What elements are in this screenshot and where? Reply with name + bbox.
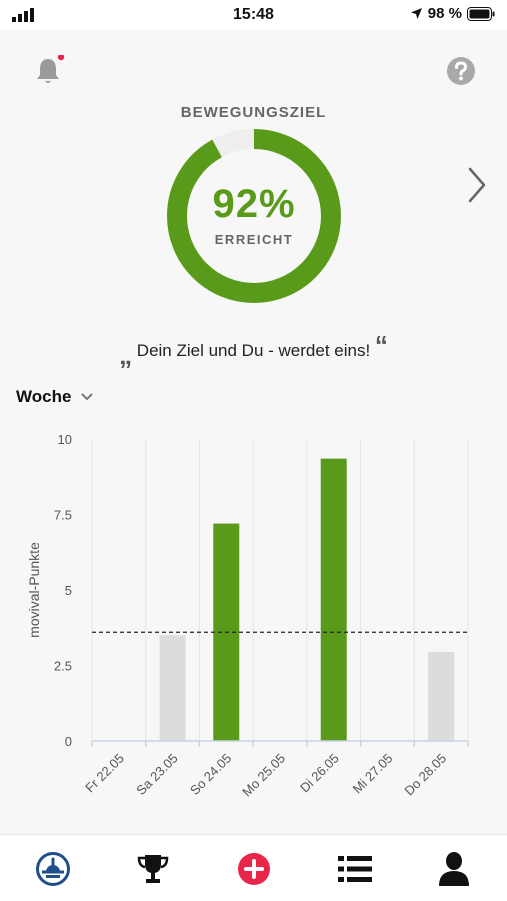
status-time: 15:48 [233,6,274,23]
goal-progress-ring [167,129,341,303]
chevron-right-icon [468,167,486,203]
tab-list[interactable] [335,849,375,889]
battery-percent: 98 % [427,5,462,22]
x-tick-label: Fr 22.05 [82,751,127,796]
signal-icon [12,8,34,22]
tab-dashboard[interactable] [33,849,73,889]
gauge-icon [36,852,70,886]
bar [159,635,186,741]
points-chart: 10 7.5 5 2.5 0 movival-Punkte Fr 22.05 Sa 23.05… [26,432,469,800]
battery-icon [467,6,495,21]
motivation-quote: „ Dein Ziel und Du - werdet eins! “ [0,330,507,371]
bar [428,651,455,741]
status-bar: 15:48 98 % [0,0,507,30]
y-axis-label: movival-Punkte [26,542,42,638]
x-tick-label: So 24.05 [187,751,234,798]
list-icon [338,856,372,882]
bell-icon [37,53,65,83]
tab-add[interactable] [234,849,274,889]
question-icon [447,57,475,85]
y-tick-label: 5 [65,583,72,598]
y-tick-label: 0 [65,734,72,749]
trophy-icon [137,855,169,883]
x-tick-label: Sa 23.05 [133,751,180,798]
notification-dot [57,53,65,61]
period-label: Woche [16,387,72,406]
x-tick-label: Di 26.05 [297,751,342,796]
chevron-down-icon [81,393,93,401]
notifications-button[interactable] [33,53,65,92]
tab-trophies[interactable] [133,849,173,889]
y-tick-label: 10 [58,432,72,447]
y-tick-label: 2.5 [54,659,72,674]
tab-profile[interactable] [434,849,474,889]
person-icon [439,852,469,886]
bar [320,458,347,741]
x-tick-label: Do 28.05 [401,751,449,799]
next-button[interactable] [466,166,488,209]
quote-close-mark: “ [374,330,388,360]
goal-percent: 92% [212,182,296,226]
quote-open-mark: „ [119,340,133,370]
period-selector[interactable]: Woche [16,387,93,407]
location-arrow-icon [410,8,422,19]
x-tick-label: Mo 25.05 [239,751,288,800]
goal-title: BEWEGUNGSZIEL [180,104,327,121]
ring-progress [167,129,341,303]
y-tick-label: 7.5 [54,508,72,523]
help-button[interactable] [446,56,476,91]
quote-text: Dein Ziel und Du - werdet eins! [136,341,371,360]
x-tick-label: Mi 27.05 [350,751,396,797]
plus-circle-icon [238,853,270,885]
goal-status: ERREICHT [214,232,294,247]
tab-bar [0,834,507,901]
